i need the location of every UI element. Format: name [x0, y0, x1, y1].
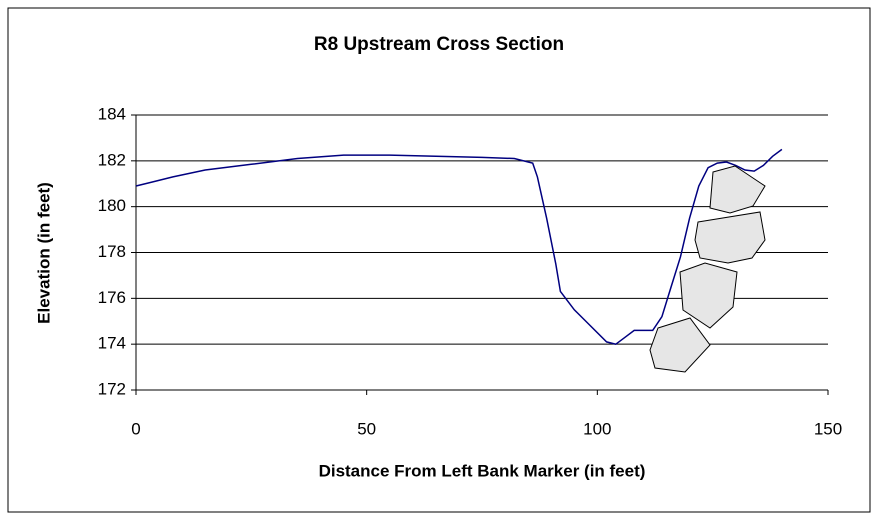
data-line [135, 148, 783, 346]
y-tick-label: 172 [98, 379, 126, 398]
rock [709, 165, 766, 214]
x-tick-label: 100 [583, 419, 611, 438]
y-axis-label: Elevation (in feet) [34, 182, 53, 324]
x-tick-label: 0 [131, 419, 140, 438]
rock [694, 211, 766, 264]
rock [679, 262, 738, 329]
y-tick-label: 176 [98, 288, 126, 307]
y-tick-label: 180 [98, 196, 126, 215]
rocks [649, 165, 766, 373]
x-tick-label: 50 [357, 419, 376, 438]
x-tick-label: 150 [814, 419, 842, 438]
y-tick-label: 184 [98, 104, 126, 123]
chart-title: R8 Upstream Cross Section [314, 34, 564, 55]
plot-area: 172 174 176 178 180 182 184 0 50 100 150 [98, 104, 843, 438]
rock [649, 317, 711, 373]
y-tick-label: 174 [98, 334, 126, 353]
x-axis-label: Distance From Left Bank Marker (in feet) [319, 461, 646, 480]
y-tick-label: 178 [98, 242, 126, 261]
y-tick-label: 182 [98, 150, 126, 169]
